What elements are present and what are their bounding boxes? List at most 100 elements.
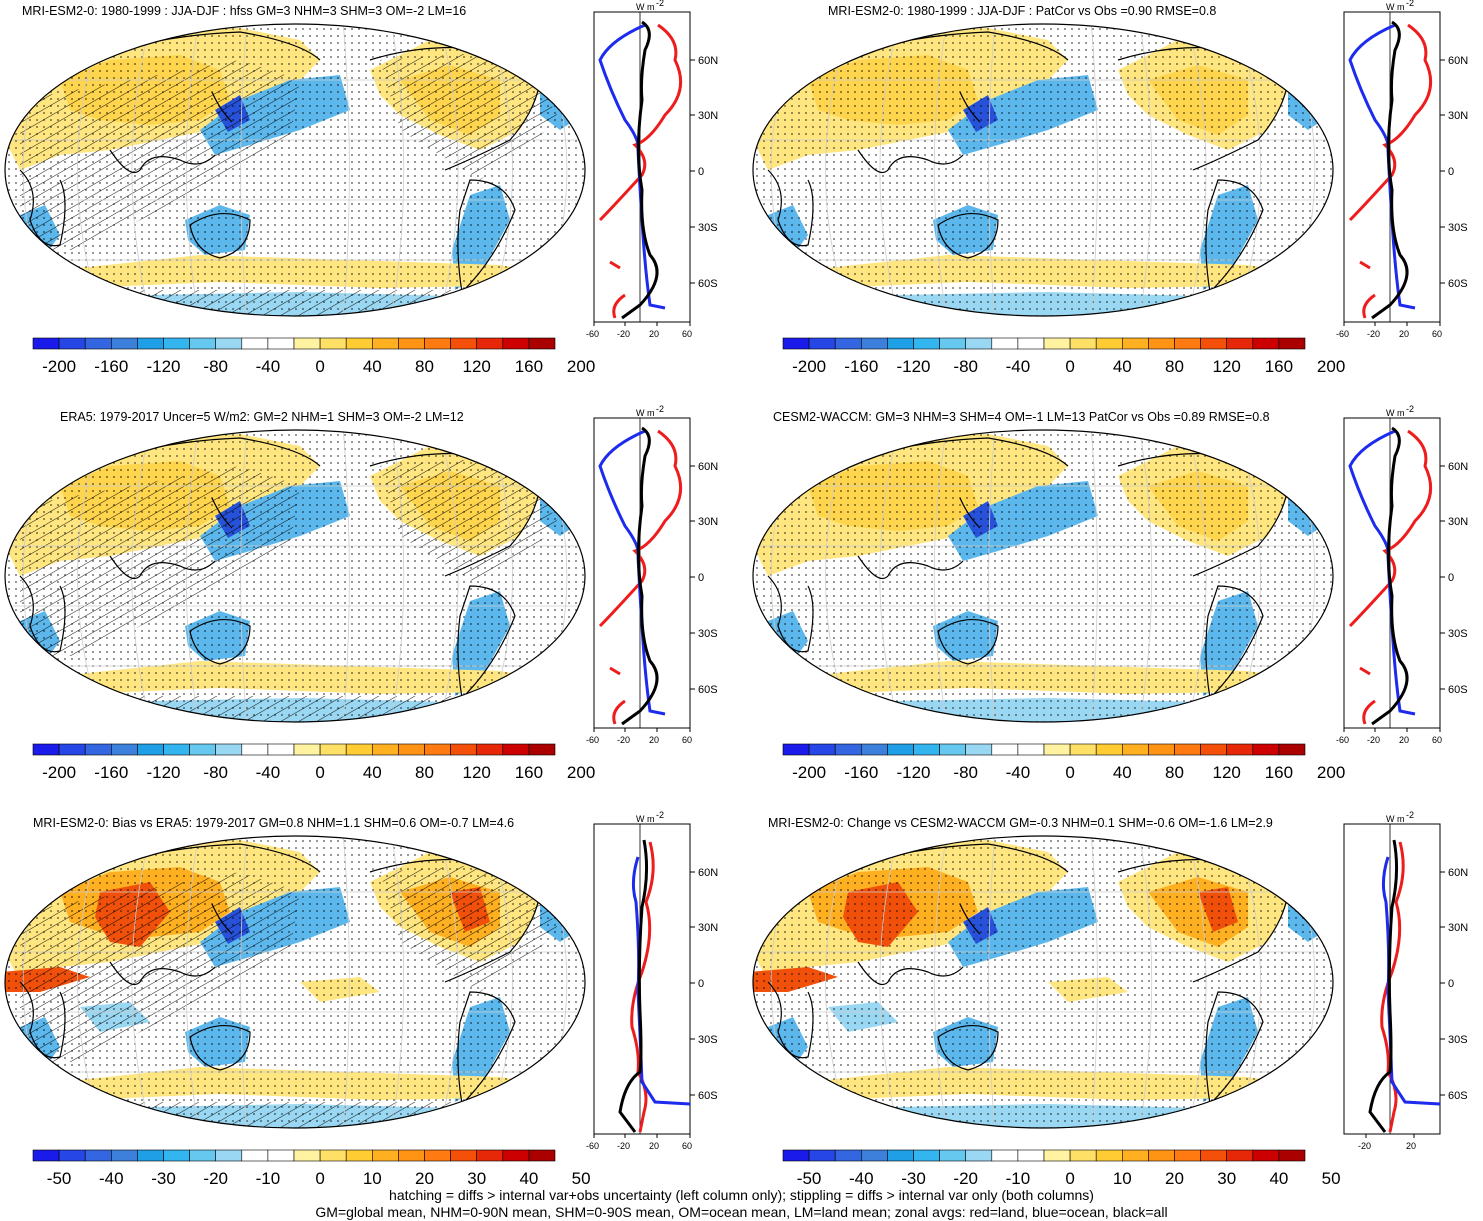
colorbar-label: 200 — [567, 763, 595, 782]
colorbar-label: 40 — [363, 763, 382, 782]
colorbar-swatch — [1069, 337, 1097, 350]
colorbar-label: 0 — [315, 763, 324, 782]
colorbar-swatch — [965, 337, 993, 350]
colorbar-swatch — [267, 1149, 295, 1162]
japan-coast — [211, 497, 233, 529]
colorbar-swatch — [241, 743, 269, 756]
colorbar-swatch — [32, 743, 60, 756]
zonal-x-tick-label: -20 — [617, 1141, 630, 1151]
colorbar-swatch — [1069, 1149, 1097, 1162]
colorbar-swatch — [345, 337, 373, 350]
colorbar-swatch — [1148, 743, 1175, 756]
colorbar-label: -10 — [256, 1169, 281, 1188]
colorbar-2: -200 -160 -120 -80 -40 0 40 80 120 160 200 — [782, 337, 1345, 376]
colorbar-swatch — [398, 1149, 425, 1162]
zonal-x-tick-label: -60 — [1336, 329, 1349, 339]
zonal-lat-label: 0 — [1448, 572, 1454, 584]
colorbar-label: -80 — [203, 357, 228, 376]
zonal-x-tick-label: 20 — [649, 329, 659, 339]
colorbar-swatch — [241, 1149, 269, 1162]
colorbar-label: -200 — [42, 357, 76, 376]
zonal-lat-label: 30N — [1448, 516, 1468, 528]
colorbar-swatch — [1095, 1149, 1123, 1162]
colorbar-swatch — [887, 743, 914, 756]
colorbar-swatch — [58, 337, 86, 350]
zonal-x-tick-label: 20 — [1399, 329, 1409, 339]
africa-coast — [19, 575, 66, 653]
colorbar-swatch — [965, 1149, 993, 1162]
colorbar-swatch — [1121, 1149, 1149, 1162]
colorbar-swatch — [1017, 1149, 1045, 1162]
colorbar-swatch — [1200, 743, 1228, 756]
colorbar-swatch — [991, 337, 1019, 350]
colorbar-swatch — [834, 1149, 862, 1162]
japan-coast — [959, 497, 981, 529]
colorbar-label: -120 — [146, 357, 180, 376]
zonal-lat-label: 60N — [698, 867, 718, 879]
colorbar-swatch — [782, 743, 810, 756]
zonal-x-tick-label: 20 — [649, 735, 659, 745]
colorbar-label: 10 — [1113, 1169, 1132, 1188]
colorbar-swatch — [58, 1149, 86, 1162]
zonal-x-tick-label: 60 — [1432, 329, 1442, 339]
colorbar-label: 120 — [1213, 357, 1241, 376]
zonal-x-tick-label: -20 — [1367, 329, 1380, 339]
colorbar-swatch — [84, 1149, 112, 1162]
colorbar-swatch — [1043, 337, 1071, 350]
australia-coast — [189, 212, 251, 259]
zonal-lat-label: 60N — [1448, 867, 1468, 879]
colorbar-swatch — [502, 337, 530, 350]
colorbar-swatch — [528, 743, 556, 756]
colorbar-swatch — [834, 743, 862, 756]
colorbar-label: -20 — [203, 1169, 228, 1188]
colorbar-swatch — [861, 337, 888, 350]
zonal-unit: W m — [1386, 2, 1405, 12]
colorbar-swatch — [241, 337, 269, 350]
colorbar-label: -20 — [953, 1169, 978, 1188]
colorbar-swatch — [782, 1149, 810, 1162]
south-asia-coast — [109, 149, 216, 174]
colorbar-swatch — [913, 1149, 940, 1162]
colorbar-label: 0 — [315, 1169, 324, 1188]
australia-coast — [189, 1024, 251, 1071]
map-field — [5, 430, 585, 722]
colorbar-label: 160 — [1265, 357, 1293, 376]
map-outline — [752, 429, 1334, 723]
japan-coast — [959, 903, 981, 935]
colorbar-6: -50 -40 -30 -20 -10 0 10 20 30 40 50 — [782, 1149, 1341, 1188]
colorbar-swatch — [808, 743, 836, 756]
colorbar-swatch — [887, 1149, 914, 1162]
zonal-all-line — [1371, 20, 1409, 320]
colorbar-label: 80 — [1165, 357, 1184, 376]
stippling — [753, 836, 1333, 1128]
zonal-unit-exponent: -2 — [656, 404, 664, 414]
zonal-unit-exponent: -2 — [656, 0, 664, 8]
zonal-x-tick-label: 60 — [682, 329, 692, 339]
australia-coast — [937, 618, 999, 665]
map-field — [5, 24, 585, 316]
map-outline — [752, 23, 1334, 317]
zonal-lat-label: 30S — [698, 1034, 718, 1046]
panel-title-2: MRI-ESM2-0: 1980-1999 : JJA-DJF : PatCor… — [828, 4, 1217, 18]
zonal-x-tick-label: 60 — [682, 735, 692, 745]
panel-title-1: MRI-ESM2-0: 1980-1999 : JJA-DJF : hfss G… — [22, 4, 467, 18]
colorbar-swatch — [1278, 337, 1306, 350]
colorbar-swatch — [398, 337, 425, 350]
colorbar-swatch — [163, 743, 190, 756]
colorbar-label: 80 — [415, 763, 434, 782]
colorbar-label: 0 — [1065, 763, 1074, 782]
colorbar-swatch — [1043, 743, 1071, 756]
colorbar-label: -50 — [797, 1169, 822, 1188]
colorbar-swatch — [137, 1149, 164, 1162]
panel-title-3: ERA5: 1979-2017 Uncer=5 W/m2: GM=2 NHM=1… — [60, 410, 464, 424]
zonal-unit-exponent: -2 — [1406, 404, 1414, 414]
samerica-coast — [457, 585, 516, 700]
zonal-lat-label: 60N — [1448, 461, 1468, 473]
zonal-x-tick-label: -20 — [1358, 1141, 1371, 1151]
colorbar-label: 40 — [1113, 357, 1132, 376]
colorbar-swatch — [1121, 743, 1149, 756]
colorbar-label: 80 — [1165, 763, 1184, 782]
zonal-x-tick-label: -60 — [1336, 735, 1349, 745]
zonal-unit: W m — [1386, 814, 1405, 824]
zonal-lat-label: 30N — [698, 922, 718, 934]
